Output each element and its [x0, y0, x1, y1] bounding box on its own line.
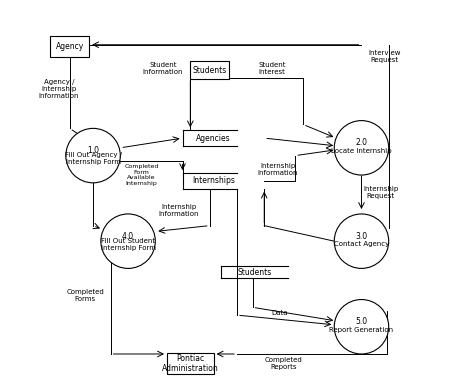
Text: Internship
Information: Internship Information [257, 163, 298, 176]
Text: Fill Out Agency /
Internship Form: Fill Out Agency / Internship Form [64, 152, 122, 165]
Text: Students: Students [237, 268, 272, 277]
Text: Agency: Agency [55, 42, 84, 51]
Text: Internships: Internships [192, 176, 235, 186]
FancyBboxPatch shape [167, 353, 214, 374]
Text: Completed
Form
Available
Internship: Completed Form Available Internship [125, 164, 159, 186]
FancyBboxPatch shape [50, 36, 89, 58]
Text: Report Generation: Report Generation [329, 327, 393, 333]
Text: Completed
Reports: Completed Reports [265, 357, 302, 370]
Text: Contact Agency: Contact Agency [334, 242, 389, 247]
Text: 4.0: 4.0 [122, 232, 134, 241]
Text: Student
Interest: Student Interest [258, 61, 286, 75]
Circle shape [334, 300, 389, 354]
Text: 2.0: 2.0 [356, 138, 367, 147]
Text: Fill Out Student
Internship Form: Fill Out Student Internship Form [100, 238, 155, 251]
Text: Locate Internship: Locate Internship [331, 148, 392, 154]
Circle shape [334, 121, 389, 175]
Text: Interview
Request: Interview Request [369, 50, 401, 63]
Circle shape [101, 214, 155, 268]
Text: 1.0: 1.0 [87, 146, 99, 155]
Text: Agency /
Internship
Information: Agency / Internship Information [38, 79, 79, 100]
Text: Data: Data [272, 310, 288, 316]
Text: 3.0: 3.0 [356, 232, 367, 241]
Text: Student
Information: Student Information [143, 61, 183, 75]
Text: Students: Students [192, 65, 227, 75]
Text: Internship
Information: Internship Information [158, 203, 199, 217]
Text: Completed
Forms: Completed Forms [66, 289, 104, 302]
Text: 5.0: 5.0 [356, 317, 367, 326]
Circle shape [66, 128, 120, 183]
Circle shape [334, 214, 389, 268]
Text: Pontiac
Administration: Pontiac Administration [162, 354, 219, 373]
Text: Internship
Request: Internship Request [363, 186, 399, 199]
Text: Agencies: Agencies [196, 133, 231, 143]
FancyBboxPatch shape [191, 61, 229, 79]
